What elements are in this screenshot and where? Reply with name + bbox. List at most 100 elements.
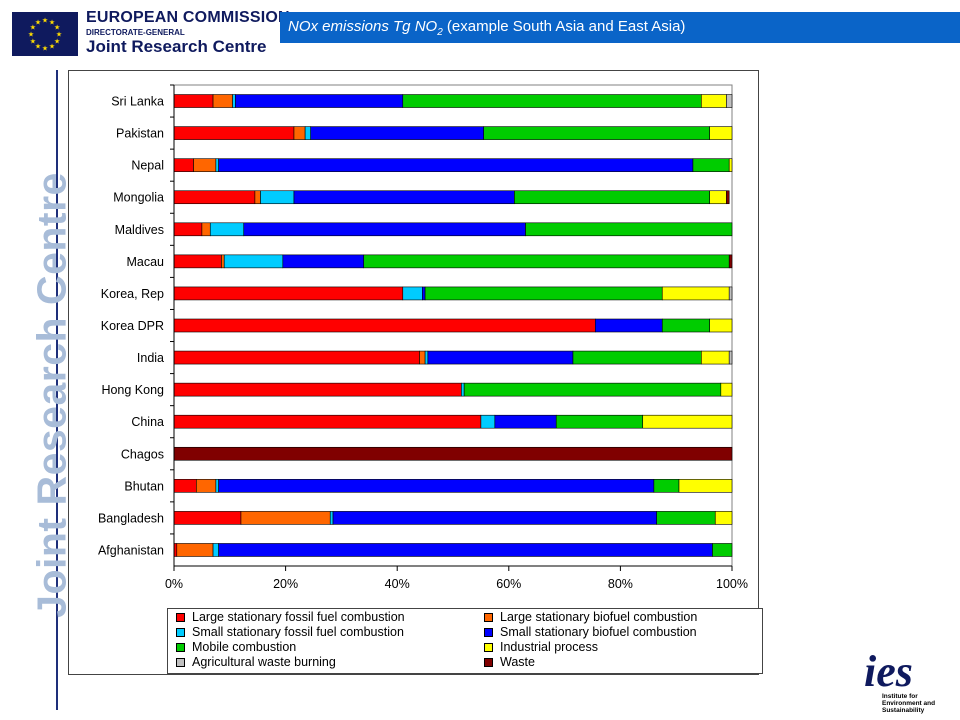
legend-swatch <box>176 643 185 652</box>
x-tick-label: 100% <box>716 577 748 591</box>
legend-swatch <box>176 658 185 667</box>
bar-segment <box>402 286 423 301</box>
category-label: Afghanistan <box>98 543 164 557</box>
bar-segment <box>726 190 730 205</box>
bar-segment <box>463 382 722 397</box>
bar-segment <box>424 350 429 365</box>
bar-segment <box>215 158 219 172</box>
bar-segment <box>726 94 733 108</box>
bar-segment <box>653 479 680 493</box>
eu-star-icon: ★ <box>49 43 55 51</box>
x-tick-label: 80% <box>608 577 633 591</box>
bar-segment <box>215 479 219 493</box>
bar-segment <box>212 94 233 108</box>
bar-segment <box>701 350 730 365</box>
legend-label: Small stationary biofuel combustion <box>500 625 697 639</box>
logo-european-commission: EUROPEAN COMMISSION <box>86 9 290 26</box>
bar-segment <box>329 511 334 525</box>
category-label: Bhutan <box>124 479 164 493</box>
bar-segment <box>232 94 236 108</box>
eu-flag-icon: ★ ★★★★★★★★★★★ <box>12 12 78 56</box>
x-tick-label: 20% <box>273 577 298 591</box>
bar-segment <box>555 414 644 429</box>
bar-segment <box>173 222 203 237</box>
bar-segment <box>173 286 404 301</box>
title-bar: NOx emissions Tg NO2 (example South Asia… <box>280 12 960 43</box>
logo-directorate-general: DIRECTORATE-GENERAL <box>86 28 185 37</box>
eu-star-icon: ★ <box>35 43 41 51</box>
bar-segment <box>494 414 557 429</box>
chart-legend: Large stationary fossil fuel combustion L… <box>167 608 763 674</box>
bar-segment <box>514 190 710 205</box>
bar-segment <box>173 414 482 429</box>
bar-segment <box>254 190 261 205</box>
eu-star-icon: ★ <box>49 18 55 26</box>
bar-segment <box>293 126 306 140</box>
bar-segment <box>427 350 574 365</box>
eu-star-icon: ★ <box>42 17 48 25</box>
bar-segment <box>661 318 710 333</box>
bar-segment <box>221 254 225 269</box>
bar-segment <box>218 158 694 172</box>
bar-segment <box>201 222 211 237</box>
eu-star-icon: ★ <box>28 31 34 39</box>
bar-segment <box>173 318 596 333</box>
bar-segment <box>363 254 730 269</box>
bar-segment <box>223 254 284 269</box>
legend-label: Waste <box>500 655 535 669</box>
title-subscript: 2 <box>437 27 443 38</box>
category-label: China <box>131 415 164 429</box>
bar-segment <box>173 479 197 493</box>
legend-swatch <box>484 613 493 622</box>
ies-mark: ies <box>864 647 913 696</box>
legend-label: Large stationary fossil fuel combustion <box>192 610 405 624</box>
bar-segment <box>728 254 733 269</box>
ies-line-2: Environment and <box>882 700 935 707</box>
category-label: Maldives <box>115 223 164 237</box>
bar-segment <box>709 190 727 205</box>
bar-segment <box>173 190 256 205</box>
bar-segment <box>218 543 713 557</box>
ies-line-3: Sustainability <box>882 707 925 714</box>
bar-segment <box>282 254 365 269</box>
category-label: Nepal <box>131 159 164 173</box>
bar-segment <box>260 190 295 205</box>
bar-segment <box>173 382 462 397</box>
bar-segment <box>656 511 716 525</box>
bar-segment <box>173 158 194 172</box>
legend-swatch <box>484 643 493 652</box>
eu-star-icon: ★ <box>30 24 36 32</box>
bar-segment <box>173 126 295 140</box>
bar-segment <box>720 382 733 397</box>
bar-segment <box>212 543 219 557</box>
legend-swatch <box>176 613 185 622</box>
slide-title: NOx emissions Tg NO2 (example South Asia… <box>288 18 685 38</box>
bar-segment <box>209 222 245 237</box>
bar-segment <box>176 543 214 557</box>
bar-segment <box>173 511 242 525</box>
x-tick-label: 40% <box>385 577 410 591</box>
eu-star-icon: ★ <box>30 38 36 46</box>
bar-segment <box>642 414 733 429</box>
eu-star-icon: ★ <box>54 24 60 32</box>
bar-segment <box>424 286 663 301</box>
bar-segment <box>461 382 465 397</box>
bar-segment <box>422 286 426 301</box>
bar-segment <box>483 126 710 140</box>
bar-segment <box>173 350 420 365</box>
eu-star-icon: ★ <box>54 38 60 46</box>
category-label: Bangladesh <box>98 511 164 525</box>
bar-segment <box>332 511 657 525</box>
bar-segment <box>310 126 484 140</box>
eu-star-icon: ★ <box>35 18 41 26</box>
bar-segment <box>572 350 702 365</box>
bar-segment <box>714 511 733 525</box>
chart-frame: Sri Lanka Pakistan Nepal Mongolia Maldives Ma… <box>68 70 763 675</box>
category-label: Pakistan <box>116 127 164 141</box>
title-main: NOx emissions Tg NO <box>288 18 438 35</box>
stacked-bar-chart: Sri Lanka Pakistan Nepal Mongolia Maldives Ma… <box>98 84 748 591</box>
ies-logo: ies Institute for Environment and Sustai… <box>864 647 935 714</box>
category-label: Korea DPR <box>101 319 164 333</box>
x-tick-label: 60% <box>496 577 521 591</box>
bar-segment <box>480 414 496 429</box>
